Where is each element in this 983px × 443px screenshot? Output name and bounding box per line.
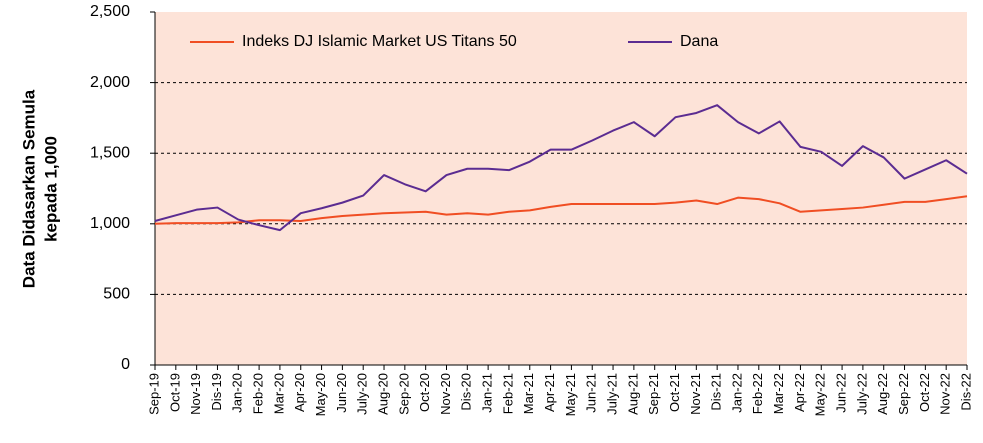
y-tick-label: 2,000 bbox=[90, 74, 130, 91]
x-tick-label: Oct-19 bbox=[167, 373, 182, 412]
x-tick-label: Nov-20 bbox=[438, 373, 453, 415]
x-tick-label: Nov-19 bbox=[188, 373, 203, 415]
x-tick-label: Feb-20 bbox=[251, 373, 266, 414]
x-tick-label: Sep-21 bbox=[646, 373, 661, 415]
legend-label: Dana bbox=[680, 33, 718, 50]
x-tick-label: Dis-21 bbox=[709, 373, 724, 411]
x-tick-label: May-20 bbox=[313, 373, 328, 416]
x-tick-label: May-21 bbox=[563, 373, 578, 416]
x-tick-label: Aug-20 bbox=[375, 373, 390, 415]
x-tick-label: Nov-21 bbox=[688, 373, 703, 415]
x-tick-label: Oct-20 bbox=[417, 373, 432, 412]
x-tick-label: Apr-21 bbox=[542, 373, 557, 412]
y-tick-label: 1,500 bbox=[90, 144, 130, 161]
x-tick-label: Jun-21 bbox=[584, 373, 599, 413]
x-tick-label: Aug-21 bbox=[625, 373, 640, 415]
x-tick-label: Mar-20 bbox=[271, 373, 286, 414]
x-tick-label: Feb-21 bbox=[500, 373, 515, 414]
x-tick-label: Sep-20 bbox=[396, 373, 411, 415]
plot-background bbox=[155, 12, 967, 365]
x-tick-label: Jan-22 bbox=[729, 373, 744, 413]
x-tick-label: Jun-22 bbox=[834, 373, 849, 413]
x-tick-label: Sep-19 bbox=[146, 373, 161, 415]
y-tick-label: 500 bbox=[103, 286, 130, 303]
x-tick-label: Oct-22 bbox=[917, 373, 932, 412]
y-tick-label: 2,500 bbox=[90, 3, 130, 20]
x-tick-label: Jan-20 bbox=[230, 373, 245, 413]
x-tick-label: Oct-21 bbox=[667, 373, 682, 412]
y-axis-label: kepada 1,000 bbox=[41, 136, 60, 242]
x-tick-label: July-22 bbox=[854, 373, 869, 415]
x-tick-label: July-21 bbox=[604, 373, 619, 415]
x-tick-label: Feb-22 bbox=[750, 373, 765, 414]
legend-label: Indeks DJ Islamic Market US Titans 50 bbox=[242, 33, 517, 50]
y-axis-label: Data Didasarkan Semula bbox=[19, 89, 38, 288]
x-tick-label: Dis-19 bbox=[209, 373, 224, 411]
x-tick-label: Mar-21 bbox=[521, 373, 536, 414]
x-tick-label: Apr-22 bbox=[792, 373, 807, 412]
series-line bbox=[154, 104, 968, 232]
x-tick-label: Jan-21 bbox=[480, 373, 495, 413]
x-tick-label: May-22 bbox=[813, 373, 828, 416]
y-tick-label: 0 bbox=[121, 356, 130, 373]
x-tick-label: Sep-22 bbox=[896, 373, 911, 415]
x-tick-label: Dis-22 bbox=[958, 373, 973, 411]
x-tick-label: Mar-22 bbox=[771, 373, 786, 414]
y-tick-label: 1,000 bbox=[90, 215, 130, 232]
x-tick-label: Nov-22 bbox=[938, 373, 953, 415]
x-tick-label: July-20 bbox=[355, 373, 370, 415]
x-tick-label: Apr-20 bbox=[292, 373, 307, 412]
x-tick-label: Jun-20 bbox=[334, 373, 349, 413]
x-tick-label: Aug-22 bbox=[875, 373, 890, 415]
x-tick-label: Dis-20 bbox=[459, 373, 474, 411]
